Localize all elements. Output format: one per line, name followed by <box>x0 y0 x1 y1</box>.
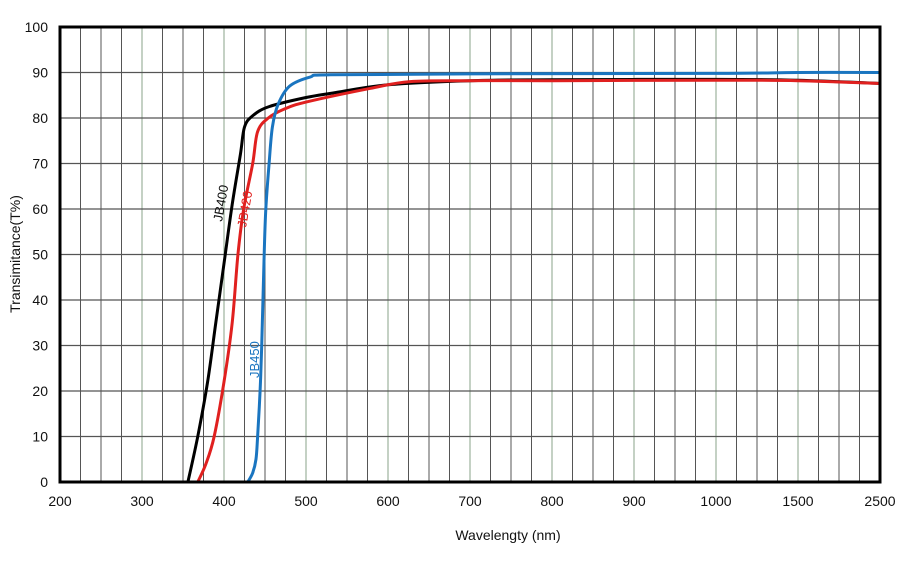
y-axis-label: Transimitance(T%) <box>7 195 23 313</box>
y-tick-label: 70 <box>32 156 48 172</box>
x-tick-label: 1500 <box>782 493 813 509</box>
x-tick-label: 2500 <box>864 493 895 509</box>
y-tick-label: 10 <box>32 429 48 445</box>
series-line-jb450 <box>246 70 881 483</box>
y-tick-label: 100 <box>25 19 49 35</box>
x-axis-label: Wavelengty (nm) <box>455 527 560 543</box>
x-tick-label: 400 <box>212 493 236 509</box>
x-tick-label: 900 <box>622 493 646 509</box>
x-tick-label: 800 <box>540 493 564 509</box>
y-tick-label: 40 <box>32 292 48 308</box>
x-tick-label: 500 <box>294 493 318 509</box>
x-tick-label: 600 <box>376 493 400 509</box>
y-tick-label: 0 <box>40 474 48 490</box>
y-axis-ticks: 0 10 20 30 40 50 60 70 80 90 100 <box>25 19 49 490</box>
x-axis-ticks: 200 300 400 500 600 700 800 900 1000 1500 2500 <box>48 493 895 509</box>
y-tick-label: 50 <box>32 247 48 263</box>
plot-frame <box>58 25 882 484</box>
x-tick-label: 700 <box>458 493 482 509</box>
x-tick-label: 200 <box>48 493 72 509</box>
grid <box>59 26 881 483</box>
x-tick-label: 300 <box>130 493 154 509</box>
y-tick-label: 20 <box>32 383 48 399</box>
y-tick-label: 80 <box>32 110 48 126</box>
series-label-jb400: JB400 <box>210 184 231 223</box>
series-lines <box>186 70 881 483</box>
x-tick-label: 1000 <box>700 493 731 509</box>
y-tick-label: 90 <box>32 65 48 81</box>
y-tick-label: 60 <box>32 201 48 217</box>
series-line-jb400 <box>186 77 881 483</box>
series-label-jb420: JB420 <box>234 190 255 229</box>
y-tick-label: 30 <box>32 338 48 354</box>
series-label-jb450: JB450 <box>247 341 262 378</box>
